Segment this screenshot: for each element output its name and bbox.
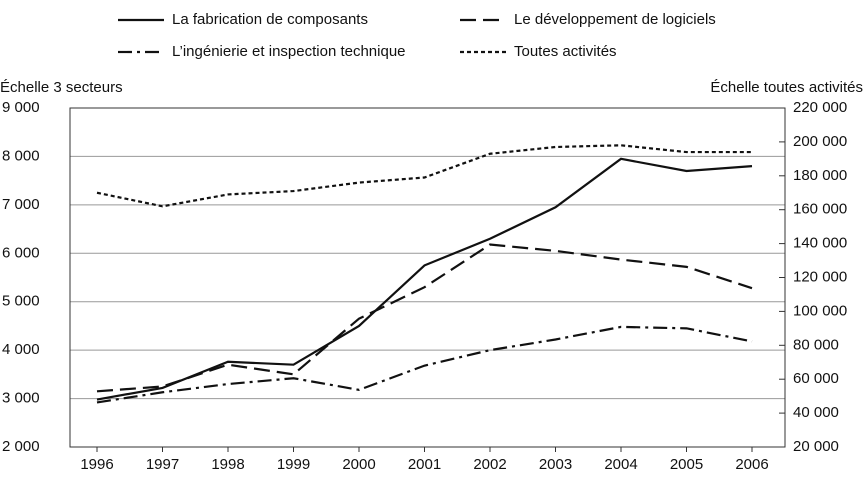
series-line: [96, 157, 753, 401]
y-tick-label: 3 000: [2, 390, 40, 407]
x-tick-label: 1997: [146, 456, 179, 473]
x-tick-label: 2001: [408, 456, 441, 473]
legend-label: Toutes activités: [514, 43, 617, 60]
y2-axis-label: Échelle toutes activités: [710, 79, 863, 96]
y-tick-label: 5 000: [2, 293, 40, 310]
x-tick-label: 2004: [604, 456, 637, 473]
y2-tick-label: 60 000: [793, 370, 839, 387]
x-tick-label: 2005: [670, 456, 703, 473]
y2-tick-label: 200 000: [793, 133, 847, 150]
y-tick-label: 2 000: [2, 438, 40, 455]
y-tick-label: 9 000: [2, 99, 40, 116]
plot-frame: [69, 107, 786, 448]
y-tick-label: 7 000: [2, 196, 40, 213]
y2-tick-label: 100 000: [793, 302, 847, 319]
series-line: [96, 144, 752, 208]
y2-tick-label: 160 000: [793, 201, 847, 218]
series-line: [96, 325, 753, 404]
legend-label: L’ingénierie et inspection technique: [172, 43, 406, 60]
x-tick-label: 2006: [735, 456, 768, 473]
y-tick-label: 8 000: [2, 147, 40, 164]
x-tick-label: 1998: [211, 456, 244, 473]
y2-tick-label: 120 000: [793, 268, 847, 285]
x-tick-label: 1999: [277, 456, 310, 473]
y-tick-label: 6 000: [2, 244, 40, 261]
x-tick-label: 2000: [342, 456, 375, 473]
y2-tick-label: 80 000: [793, 336, 839, 353]
y2-tick-label: 220 000: [793, 99, 847, 116]
y-axis-label: Échelle 3 secteurs: [0, 79, 123, 96]
legend-label: Le développement de logiciels: [514, 11, 716, 28]
y2-tick-label: 40 000: [793, 404, 839, 421]
legend-label: La fabrication de composants: [172, 11, 368, 28]
series-line: [96, 243, 753, 393]
x-tick-label: 2002: [473, 456, 506, 473]
y2-tick-label: 180 000: [793, 167, 847, 184]
x-tick-label: 2003: [539, 456, 572, 473]
y2-tick-label: 140 000: [793, 235, 847, 252]
x-tick-label: 1996: [80, 456, 113, 473]
y-tick-label: 4 000: [2, 341, 40, 358]
y2-tick-label: 20 000: [793, 438, 839, 455]
